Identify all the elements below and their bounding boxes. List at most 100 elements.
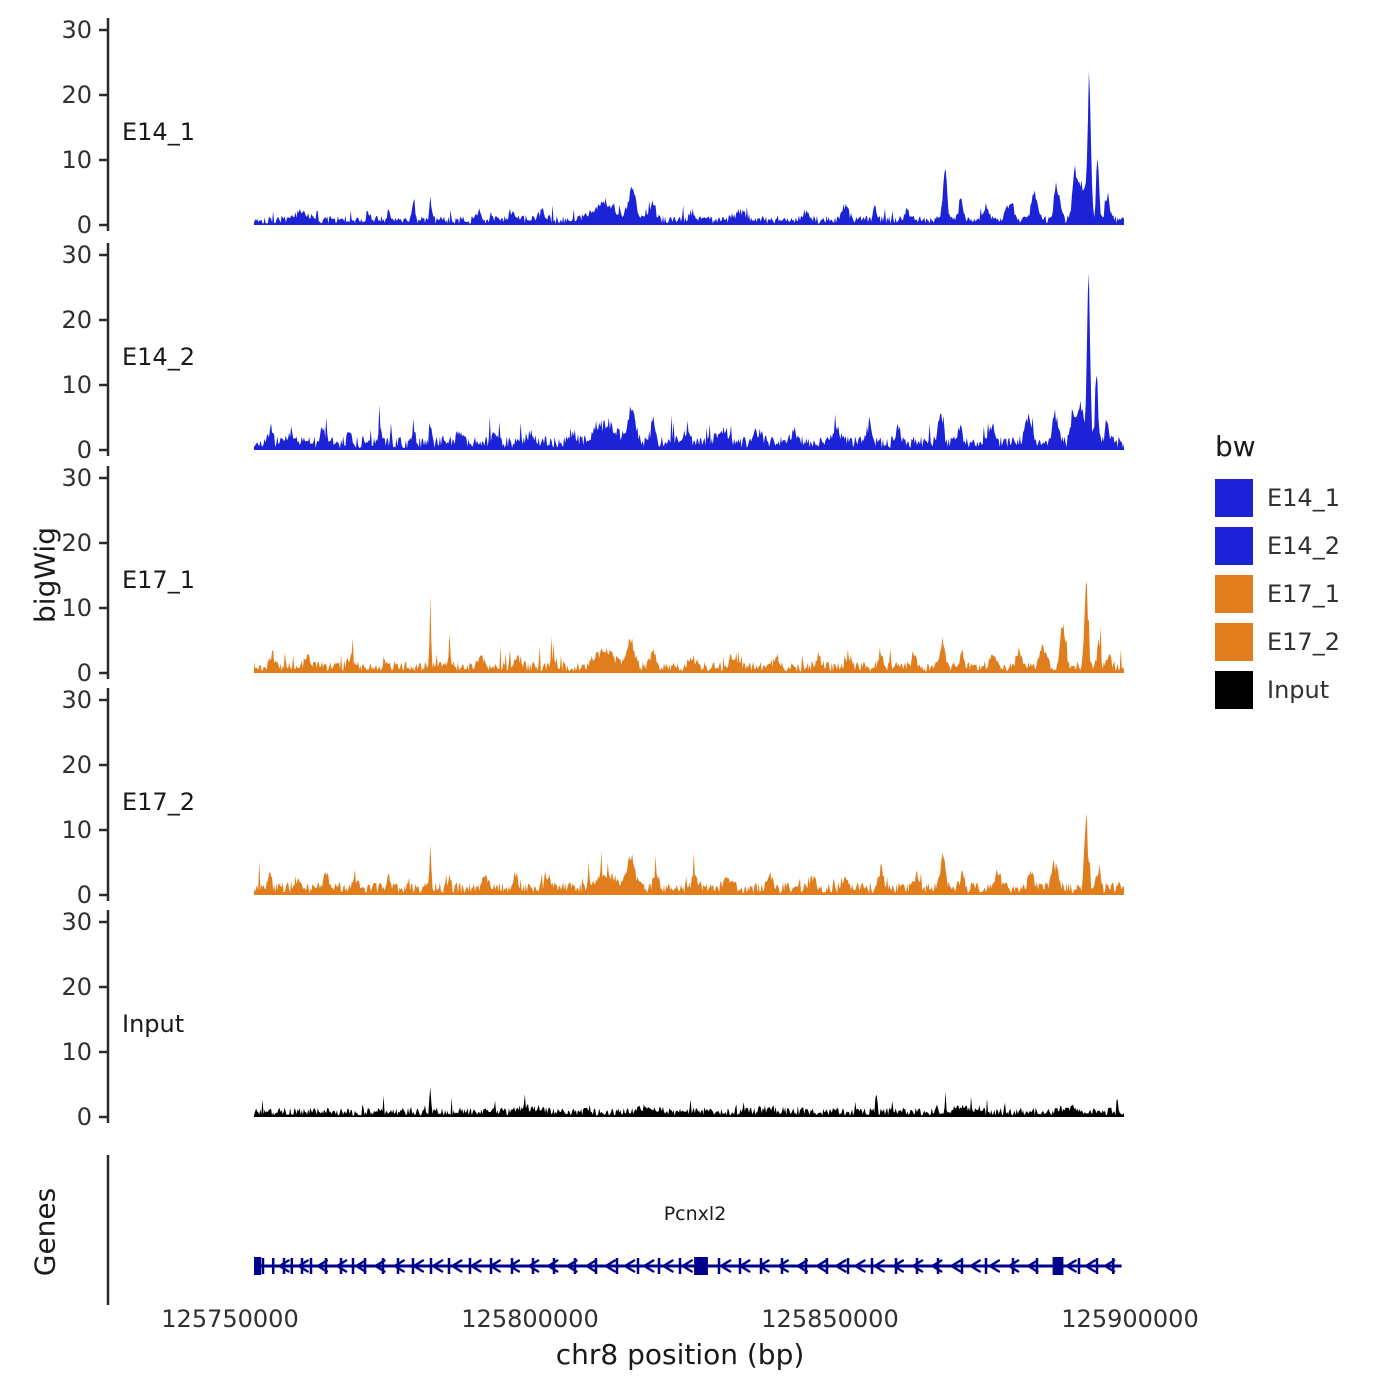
strand-arrow-icon xyxy=(374,1259,386,1273)
legend-entry-e14-2: E14_2 xyxy=(1215,527,1395,565)
legend-title: bw xyxy=(1215,430,1256,463)
strand-arrow-icon xyxy=(355,1259,367,1273)
coverage-area-E17_1 xyxy=(254,581,1124,673)
strand-arrow-icon xyxy=(815,1259,828,1273)
y-tick-label: 0 xyxy=(77,1103,92,1131)
coverage-area-E17_2 xyxy=(254,813,1124,895)
x-tick-125850000: 125850000 xyxy=(761,1305,899,1333)
legend-entry-e17-1: E17_1 xyxy=(1215,575,1395,613)
y-tick-label: 20 xyxy=(61,306,92,334)
strand-arrow-icon xyxy=(451,1259,463,1273)
strand-arrow-icon xyxy=(758,1259,770,1273)
y-tick-label: 0 xyxy=(77,436,92,464)
y-tick-label: 10 xyxy=(61,146,92,174)
legend-label-e14-2: E14_2 xyxy=(1267,532,1340,560)
strand-arrow-icon xyxy=(585,1259,597,1273)
strand-arrow-icon xyxy=(335,1259,348,1273)
strand-arrow-icon xyxy=(835,1259,847,1273)
strand-arrow-icon xyxy=(1103,1259,1116,1273)
coverage-area-E14_1 xyxy=(254,70,1124,226)
y-tick-label: 30 xyxy=(61,16,92,44)
y-tick-label: 30 xyxy=(61,464,92,492)
y-tick-label: 20 xyxy=(61,529,92,557)
strand-arrow-icon xyxy=(393,1259,405,1273)
strand-arrow-icon xyxy=(431,1259,444,1273)
strand-arrow-icon xyxy=(777,1259,789,1273)
strand-arrow-icon xyxy=(604,1259,617,1273)
x-axis-title: chr8 position (bp) xyxy=(555,1338,805,1371)
y-tick-label: 30 xyxy=(61,908,92,936)
coverage-area-E14_2 xyxy=(254,273,1124,450)
y-tick-label: 10 xyxy=(61,1038,92,1066)
strand-arrow-icon xyxy=(470,1259,482,1273)
y-tick-label: 20 xyxy=(61,751,92,779)
legend-label-input: Input xyxy=(1267,676,1330,704)
strand-arrow-icon xyxy=(911,1259,924,1273)
strand-arrow-icon xyxy=(643,1259,655,1273)
strand-arrow-icon xyxy=(297,1259,309,1273)
track-label-e17-1: E17_1 xyxy=(122,566,195,594)
strand-arrow-icon xyxy=(1084,1259,1097,1273)
y-tick-label: 20 xyxy=(61,973,92,1001)
x-tick-125750000: 125750000 xyxy=(161,1305,299,1333)
y-tick-label: 30 xyxy=(61,241,92,269)
strand-arrow-icon xyxy=(1027,1259,1039,1273)
legend-swatch-e17-1 xyxy=(1215,575,1253,613)
coverage-area-Input xyxy=(254,1086,1124,1117)
strand-arrow-icon xyxy=(988,1259,1001,1273)
strand-arrow-icon xyxy=(892,1259,905,1273)
strand-arrow-icon xyxy=(278,1259,290,1273)
track-label-e14-1: E14_1 xyxy=(122,118,195,146)
legend-label-e14-1: E14_1 xyxy=(1267,484,1340,512)
x-tick-125800000: 125800000 xyxy=(461,1305,599,1333)
strand-arrow-icon xyxy=(950,1259,962,1273)
strand-arrow-icon xyxy=(873,1259,885,1273)
track-label-input: Input xyxy=(122,1010,185,1038)
strand-arrow-icon xyxy=(662,1259,674,1273)
strand-arrow-icon xyxy=(739,1259,751,1273)
strand-arrow-icon xyxy=(854,1259,866,1273)
legend-entry-input: Input xyxy=(1215,671,1395,709)
legend-entry-e14-1: E14_1 xyxy=(1215,479,1395,517)
track-label-e14-2: E14_2 xyxy=(122,343,195,371)
y-tick-label: 10 xyxy=(61,594,92,622)
strand-arrow-icon xyxy=(623,1259,636,1273)
y-tick-label: 10 xyxy=(61,816,92,844)
y-tick-label: 20 xyxy=(61,81,92,109)
legend-label-e17-2: E17_2 xyxy=(1267,628,1340,656)
strand-arrow-icon xyxy=(412,1259,425,1273)
strand-arrow-icon xyxy=(931,1259,943,1273)
strand-arrow-icon xyxy=(527,1259,540,1273)
genes-axis-title: Genes xyxy=(28,1187,62,1277)
strand-arrow-icon xyxy=(547,1259,559,1273)
y-tick-label: 10 xyxy=(61,371,92,399)
exon-block xyxy=(254,1257,262,1275)
track-label-e17-2: E17_2 xyxy=(122,788,195,816)
strand-arrow-icon xyxy=(681,1259,693,1273)
strand-arrow-icon xyxy=(508,1259,521,1273)
legend-swatch-e17-2 xyxy=(1215,623,1253,661)
strand-arrow-icon xyxy=(719,1259,732,1273)
legend-swatch-e14-2 xyxy=(1215,527,1253,565)
exon-block xyxy=(1052,1257,1064,1275)
strand-arrow-icon xyxy=(489,1259,501,1273)
y-tick-label: 0 xyxy=(77,211,92,239)
legend-entry-e17-2: E17_2 xyxy=(1215,623,1395,661)
y-axis-title: bigWig xyxy=(28,527,62,623)
strand-arrow-icon xyxy=(969,1259,981,1273)
strand-arrow-icon xyxy=(1007,1259,1020,1273)
strand-arrow-icon xyxy=(316,1259,329,1273)
y-tick-label: 30 xyxy=(61,686,92,714)
strand-arrow-icon xyxy=(1065,1259,1077,1273)
legend: bw E14_1 E14_2 E17_1 E17_2 Input xyxy=(1215,430,1395,719)
y-tick-label: 0 xyxy=(77,659,92,687)
strand-arrow-icon xyxy=(796,1259,809,1273)
exon-block xyxy=(694,1257,708,1275)
legend-label-e17-1: E17_1 xyxy=(1267,580,1340,608)
legend-swatch-e14-1 xyxy=(1215,479,1253,517)
gene-name-label: Pcnxl2 xyxy=(663,1203,727,1225)
x-tick-125900000: 125900000 xyxy=(1061,1305,1199,1333)
strand-arrow-icon xyxy=(566,1259,578,1273)
